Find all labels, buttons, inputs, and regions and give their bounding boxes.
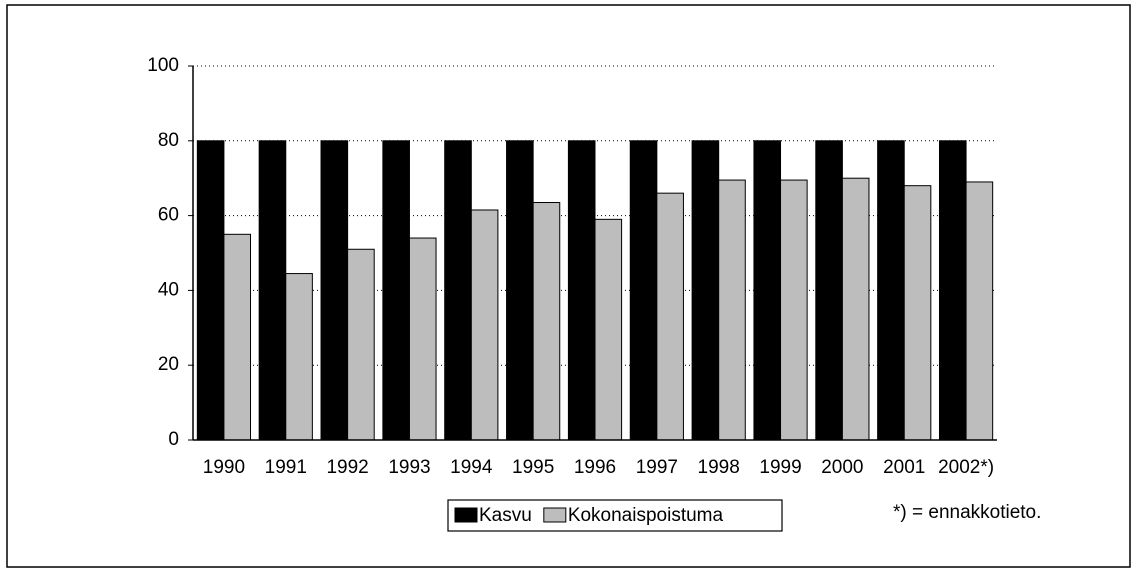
bar — [718, 179, 746, 441]
bar — [320, 140, 349, 441]
x-tick-label: 1997 — [636, 457, 678, 478]
y-tick-label: 0 — [168, 429, 179, 450]
bar — [841, 177, 870, 441]
x-tick-label: 1998 — [698, 457, 740, 478]
bar — [815, 140, 843, 441]
bar — [629, 140, 658, 441]
bar — [656, 192, 684, 441]
bar — [258, 140, 287, 441]
bar — [938, 140, 967, 441]
bar — [903, 185, 932, 441]
x-tick-label: 1994 — [450, 457, 493, 478]
y-tick-label: 40 — [158, 279, 179, 300]
bar — [877, 140, 905, 441]
bar — [223, 233, 252, 441]
bar — [532, 202, 561, 441]
legend-swatch — [543, 507, 567, 523]
legend-box — [447, 499, 783, 532]
x-tick-label: 1995 — [512, 457, 554, 478]
x-tick-label: 2001 — [883, 457, 925, 478]
bar — [382, 140, 410, 441]
bar — [594, 218, 623, 441]
legend-label: Kasvu — [479, 505, 532, 526]
bar — [506, 140, 534, 441]
bar — [567, 140, 596, 441]
x-tick-label: 1992 — [326, 457, 368, 478]
legend-swatch — [454, 507, 478, 523]
y-tick-label: 60 — [158, 205, 179, 226]
bar — [196, 140, 225, 441]
bar — [780, 179, 808, 441]
bar — [444, 140, 472, 441]
y-tick-label: 100 — [147, 55, 179, 76]
bar — [691, 140, 720, 441]
x-tick-label: 1991 — [265, 457, 307, 478]
bar — [965, 181, 994, 441]
legend-label: Kokonaispoistuma — [568, 505, 724, 526]
bar — [470, 209, 499, 441]
x-tick-label: 2002*) — [938, 457, 994, 478]
bar — [347, 248, 375, 441]
x-tick-label: 1990 — [203, 457, 245, 478]
x-tick-label: 1996 — [574, 457, 616, 478]
y-tick-label: 80 — [158, 130, 179, 151]
y-tick-label: 20 — [158, 354, 179, 375]
x-tick-label: 2000 — [821, 457, 863, 478]
x-tick-label: 1993 — [388, 457, 430, 478]
x-tick-label: 1999 — [759, 457, 801, 478]
annotation: *) = ennakkotieto. — [893, 502, 1041, 523]
bar — [753, 140, 782, 441]
bar — [408, 237, 437, 441]
bar — [285, 273, 313, 441]
